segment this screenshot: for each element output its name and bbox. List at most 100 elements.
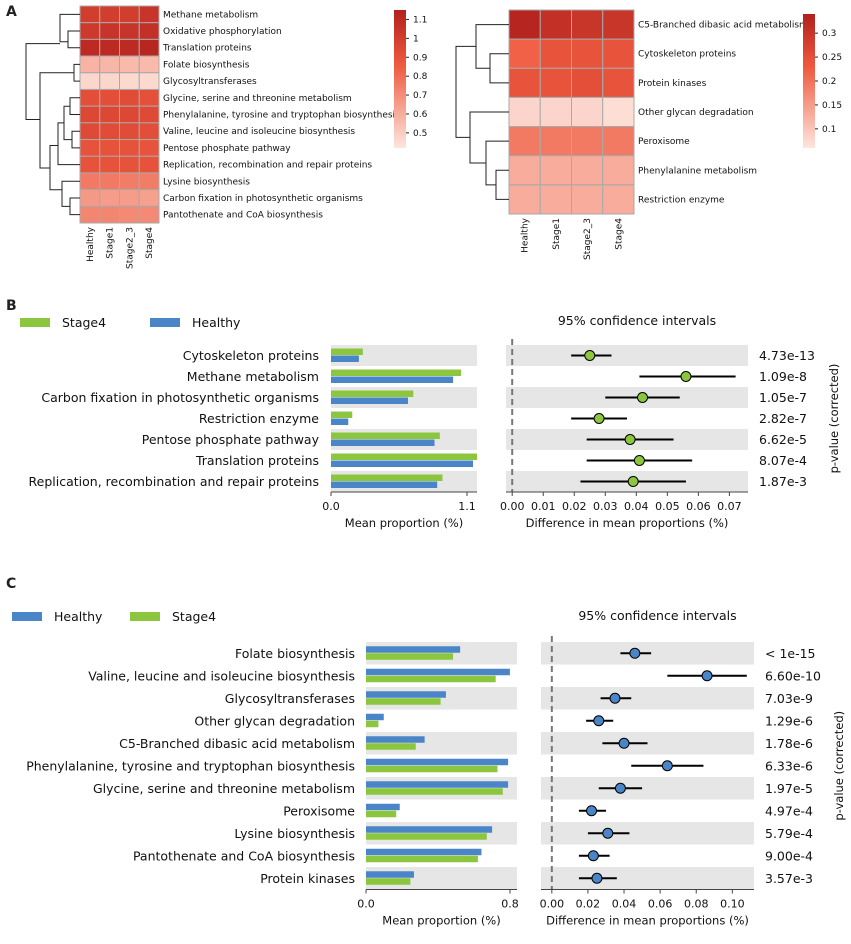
heatmap-right-column-label: Healthy bbox=[521, 217, 531, 253]
heatmap-left-cell bbox=[99, 22, 120, 40]
heatmap-a-left: Methane metabolism Oxidative phosphorylat… bbox=[25, 5, 428, 269]
panel-label-a: A bbox=[6, 4, 17, 20]
ci-c-estimate-point bbox=[586, 805, 598, 817]
bars-c-bar bbox=[366, 810, 397, 818]
heatmap-left-cell bbox=[119, 72, 140, 90]
heatmap-right-cell bbox=[539, 155, 572, 186]
bars-c-bar bbox=[366, 736, 425, 743]
heatmap-left-dendrogram-branch bbox=[57, 122, 80, 166]
bars-c-bar bbox=[366, 653, 454, 660]
heatmap-left-cell bbox=[138, 22, 160, 40]
heatmap-right-row-label: Phenylalanine metabolism bbox=[638, 166, 757, 176]
bars-b-bar bbox=[331, 376, 454, 383]
bars-b-category-label: Cytoskeleton proteins bbox=[183, 348, 319, 363]
heatmap-right-dendrogram-branch bbox=[489, 53, 509, 84]
heatmap-left-cell bbox=[99, 139, 120, 157]
ci-b-title: 95% confidence intervals bbox=[558, 313, 716, 328]
heatmap-left-row-label: Oxidative phosphorylation bbox=[163, 27, 282, 37]
ci-b-estimate-point bbox=[627, 476, 639, 487]
heatmap-left-dendrogram-branch bbox=[71, 130, 80, 149]
bars-c-bar bbox=[366, 758, 509, 766]
heatmap-left-colorbar-tick-label: 0.5 bbox=[413, 129, 427, 139]
heatmap-right-cell bbox=[602, 184, 635, 215]
heatmap-left-column-label: Stage2_3 bbox=[125, 227, 135, 269]
ci-c-estimate-point bbox=[609, 692, 621, 704]
ci-b-y-axis-title: p-value (corrected) bbox=[827, 364, 841, 474]
heatmap-left-row-label: Valine, leucine and isoleucine biosynthe… bbox=[163, 127, 355, 137]
bars-c-bar bbox=[366, 720, 379, 728]
heatmap-right-cell bbox=[571, 38, 604, 69]
heatmap-left-cell bbox=[119, 155, 140, 174]
bars-c-bar bbox=[366, 713, 384, 721]
bars-b-row-band bbox=[331, 345, 477, 366]
heatmap-right-cell bbox=[539, 126, 572, 157]
heatmap-right-cell bbox=[602, 67, 635, 98]
heatmap-right-dendrogram-branch bbox=[485, 140, 509, 186]
ci-b-x-axis-title: Difference in mean proportions (%) bbox=[526, 516, 729, 530]
heatmap-left-cell bbox=[99, 5, 120, 24]
ci-c-x-tick-label: 0.10 bbox=[720, 898, 745, 911]
ci-c-estimate-point bbox=[591, 872, 603, 884]
heatmap-right-cell bbox=[571, 67, 604, 98]
bars-b-x-tick-label: 1.1 bbox=[458, 500, 476, 513]
ci-b-pvalue: 8.07e-4 bbox=[759, 453, 807, 468]
heatmap-right-row-label: Other glycan degradation bbox=[638, 108, 754, 118]
heatmap-left-cell bbox=[138, 189, 160, 207]
heatmap-left-cell bbox=[119, 172, 140, 191]
legend-b: Stage4 Healthy bbox=[20, 315, 241, 330]
heatmap-right-column-label: Stage1 bbox=[552, 218, 562, 250]
bars-c-bar bbox=[366, 675, 496, 683]
bar-chart-c: Folate biosynthesis Valine, leucine and i… bbox=[26, 642, 519, 928]
bars-c-bar bbox=[366, 848, 482, 856]
heatmap-left-colorbar-tick-label: 1.1 bbox=[413, 15, 427, 25]
legend-c: Healthy Stage4 bbox=[12, 609, 216, 624]
bars-c-category-label: C5-Branched dibasic acid metabolism bbox=[119, 736, 355, 751]
heatmap-left-cell bbox=[99, 189, 120, 207]
ci-b-pvalue: 1.05e-7 bbox=[759, 390, 807, 405]
heatmap-right-cell bbox=[539, 184, 572, 215]
heatmap-right-cell bbox=[571, 126, 604, 157]
heatmap-left-row-label: Lysine biosynthesis bbox=[163, 177, 250, 187]
ci-c-estimate-point bbox=[661, 760, 673, 772]
heatmap-left-cell bbox=[119, 139, 140, 157]
bars-c-bar bbox=[366, 833, 487, 840]
ci-b-estimate-point bbox=[593, 413, 605, 424]
ci-c-pvalue: 1.97e-5 bbox=[765, 781, 813, 796]
ci-c-pvalue: 6.60e-10 bbox=[765, 668, 821, 683]
ci-c-pvalue: 5.79e-4 bbox=[765, 826, 813, 841]
bars-c-category-label: Phenylalanine, tyrosine and tryptophan b… bbox=[26, 758, 355, 773]
heatmap-left-cell bbox=[138, 172, 160, 191]
panel-label-c: C bbox=[6, 576, 16, 592]
heatmap-right-cell bbox=[602, 9, 635, 40]
bars-b-bar bbox=[331, 348, 363, 355]
heatmap-right-row-label: Restriction enzyme bbox=[638, 195, 725, 205]
bars-c-bar bbox=[366, 743, 416, 750]
bars-c-x-tick-label: 0.0 bbox=[357, 898, 375, 911]
heatmap-left-cell bbox=[79, 105, 101, 124]
heatmap-left-cell bbox=[79, 72, 101, 90]
heatmap-left-cell bbox=[119, 88, 140, 107]
bar-chart-b: Cytoskeleton proteins Methane metabolism C… bbox=[29, 345, 477, 530]
heatmap-right-row-label: C5-Branched dibasic acid metabolism bbox=[638, 21, 808, 31]
heatmap-right-column-label: Stage2_3 bbox=[583, 218, 593, 260]
ci-b-x-tick-label: 0.05 bbox=[655, 500, 680, 513]
bars-c-bar bbox=[366, 646, 461, 653]
heatmap-right-cell bbox=[571, 96, 604, 128]
heatmap-right-cell bbox=[571, 184, 604, 215]
heatmap-right-cell bbox=[602, 155, 635, 186]
bars-b-bar bbox=[331, 474, 443, 481]
bars-c-bar bbox=[366, 788, 503, 795]
ci-c-pvalue: 6.33e-6 bbox=[765, 758, 813, 773]
heatmap-left-cell bbox=[119, 189, 140, 207]
ci-c-estimate-point bbox=[602, 827, 614, 839]
heatmap-left-row-label: Folate biosynthesis bbox=[163, 60, 250, 70]
heatmap-right-cell bbox=[539, 67, 572, 98]
ci-c-pvalue: 4.97e-4 bbox=[765, 803, 813, 818]
bars-b-bar bbox=[331, 369, 462, 376]
heatmap-right-dendrogram-branch bbox=[495, 169, 509, 200]
heatmap-left-cell bbox=[119, 22, 140, 40]
heatmap-left-row-label: Glycine, serine and threonine metabolism bbox=[163, 94, 352, 104]
ci-b-estimate-point bbox=[633, 455, 645, 466]
heatmap-left-column-label: Stage4 bbox=[145, 227, 155, 259]
heatmap-left-dendrogram-branch bbox=[39, 72, 74, 169]
